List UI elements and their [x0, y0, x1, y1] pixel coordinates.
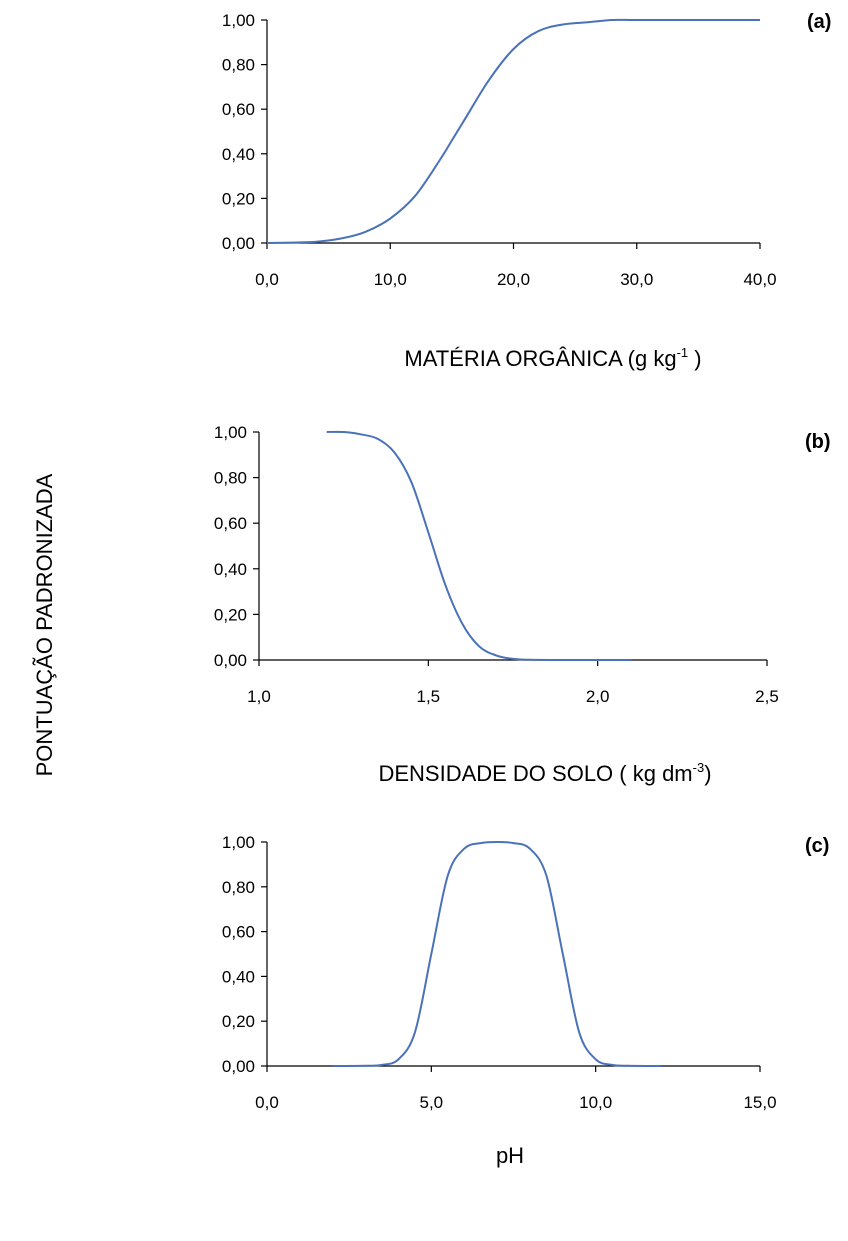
- panel-label: (b): [805, 431, 831, 453]
- panel-a: 0,00 0,20 0,40 0,60 0,80 1,00 0,0 10,0 20,0 30,0 4…: [222, 11, 832, 371]
- series-line: [326, 430, 632, 661]
- panel-b: 0,00 0,20 0,40 0,60 0,80 1,00 1,0 1,5 2,0 2,5 (b) D…: [214, 423, 831, 786]
- x-axis-label: DENSIDADE DO SOLO ( kg dm-3): [378, 760, 711, 786]
- y-tick-label: 1,00: [214, 423, 247, 442]
- y-tick-label: 0,80: [222, 56, 255, 75]
- y-tick-label: 0,60: [222, 100, 255, 119]
- y-tick-label: 0,00: [222, 234, 255, 253]
- y-tick-label: 0,20: [214, 605, 247, 624]
- x-tick-label: 0,0: [255, 1093, 279, 1112]
- x-tick-label: 1,5: [417, 687, 441, 706]
- y-tick-label: 0,00: [214, 651, 247, 670]
- x-tick-label: 5,0: [420, 1093, 444, 1112]
- x-tick-label: 15,0: [743, 1093, 776, 1112]
- panel-c: 0,00 0,20 0,40 0,60 0,80 1,00 0,0 5,0 10,0 15,0 (c…: [222, 833, 830, 1168]
- x-tick-label: 40,0: [743, 270, 776, 289]
- y-tick-label: 0,40: [214, 560, 247, 579]
- y-tick-label: 0,60: [222, 923, 255, 942]
- y-tick-label: 1,00: [222, 833, 255, 852]
- x-axis-label: MATÉRIA ORGÂNICA (g kg-1 ): [404, 345, 701, 371]
- panel-label: (c): [805, 835, 829, 857]
- x-tick-label: 30,0: [620, 270, 653, 289]
- x-tick-label: 20,0: [497, 270, 530, 289]
- y-tick-label: 0,40: [222, 967, 255, 986]
- y-axis-label: PONTUAÇÃO PADRONIZADA: [32, 473, 57, 776]
- y-tick-label: 0,80: [222, 878, 255, 897]
- x-tick-label: 2,5: [755, 687, 779, 706]
- series-line: [332, 841, 662, 1067]
- x-tick-label: 2,0: [586, 687, 610, 706]
- x-tick-label: 10,0: [579, 1093, 612, 1112]
- x-tick-label: 1,0: [247, 687, 271, 706]
- x-tick-label: 0,0: [255, 270, 279, 289]
- y-tick-label: 0,60: [214, 514, 247, 533]
- y-tick-label: 0,20: [222, 189, 255, 208]
- panel-label: (a): [807, 11, 831, 33]
- x-axis-label: pH: [496, 1143, 524, 1168]
- y-tick-label: 1,00: [222, 11, 255, 30]
- y-tick-label: 0,40: [222, 145, 255, 164]
- y-tick-label: 0,20: [222, 1012, 255, 1031]
- x-tick-label: 10,0: [374, 270, 407, 289]
- y-tick-label: 0,80: [214, 469, 247, 488]
- series-line: [266, 18, 760, 244]
- y-tick-label: 0,00: [222, 1057, 255, 1076]
